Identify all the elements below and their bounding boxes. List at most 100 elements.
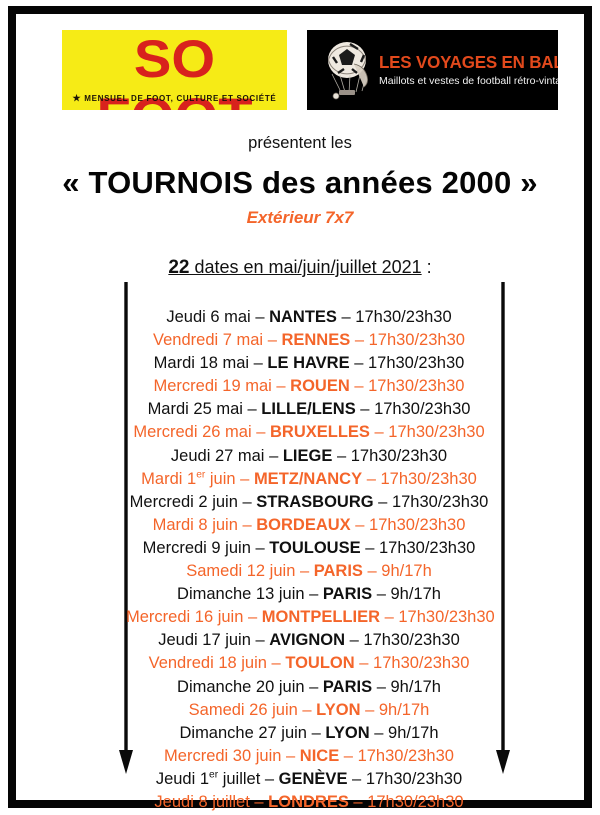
schedule-row: Mercredi 26 mai – BRUXELLES – 17h30/23h3…	[126, 421, 492, 444]
schedule-time: 9h/17h	[390, 677, 441, 696]
sofoot-logo: SO FOOT ★ MENSUEL DE FOOT, CULTURE ET SO…	[62, 30, 287, 110]
schedule-day: Mardi 25 mai	[147, 400, 243, 419]
page-subtitle: Extérieur 7x7	[246, 208, 354, 227]
schedule-time: 17h30/23h30	[373, 654, 470, 673]
schedule-sep2: –	[362, 469, 381, 488]
schedule-row: Samedi 26 juin – LYON – 9h/17h	[126, 699, 492, 722]
schedule-sep2: –	[380, 608, 399, 627]
schedule-city: LILLE/LENS	[261, 400, 356, 419]
schedule-time: 17h30/23h30	[380, 469, 477, 488]
schedule-city: BORDEAUX	[256, 515, 351, 534]
schedule-sep1: –	[263, 331, 282, 350]
schedule-sep1: –	[295, 562, 314, 581]
schedule-city: PARIS	[313, 562, 363, 581]
schedule-sep1: –	[304, 677, 323, 696]
page-title: « TOURNOIS des années 2000 »	[62, 165, 538, 200]
schedule-sep1: –	[235, 469, 254, 488]
sofoot-tagline: ★ MENSUEL DE FOOT, CULTURE ET SOCIÉTÉ	[62, 93, 287, 104]
schedule-day: Vendredi 7 mai	[153, 331, 264, 350]
star-icon: ★	[72, 93, 82, 103]
dates-count-text: dates en mai/juin/juillet 2021	[189, 257, 422, 277]
schedule-sep1: –	[304, 585, 323, 604]
schedule-city: TOULOUSE	[269, 538, 361, 557]
schedule-row: Dimanche 20 juin – PARIS – 9h/17h	[126, 676, 492, 699]
schedule-sep2: –	[350, 331, 369, 350]
schedule-city: PARIS	[322, 677, 373, 696]
schedule-day: Jeudi 27 mai	[170, 446, 265, 465]
presentent-line: présentent les	[248, 134, 352, 152]
schedule-sep1: –	[271, 377, 291, 396]
schedule-sep1: –	[281, 746, 300, 765]
schedule-row: Mardi 25 mai – LILLE/LENS – 17h30/23h30	[126, 398, 492, 421]
schedule-row: Vendredi 7 mai – RENNES – 17h30/23h30	[126, 329, 492, 352]
schedule-city: NICE	[299, 746, 340, 765]
schedule-city: LYON	[316, 700, 361, 719]
schedule-sep2: –	[372, 677, 391, 696]
schedule-city: STRASBOURG	[256, 492, 374, 511]
schedule-sep2: –	[336, 308, 356, 326]
voyages-subtitle: Maillots et vestes de football rétro-vin…	[379, 75, 558, 87]
schedule-day: Mercredi 26 mai	[133, 423, 252, 442]
schedule-day: Jeudi 17 juin	[158, 631, 251, 650]
schedule-row: Jeudi 27 mai – LIEGE – 17h30/23h30	[126, 445, 492, 468]
schedule-sep2: –	[332, 446, 351, 465]
schedule-city: BRUXELLES	[270, 423, 370, 442]
schedule-time: 17h30/23h30	[365, 769, 463, 788]
down-arrow-left-icon	[119, 282, 133, 774]
schedule-sep2: –	[349, 377, 369, 396]
schedule-sep2: –	[362, 562, 382, 581]
schedule-day: Dimanche 20 juin	[177, 677, 305, 696]
schedule-sep1: –	[250, 538, 270, 557]
schedule-city: TOULON	[285, 654, 355, 673]
schedule-sep2: –	[360, 700, 379, 719]
poster-frame: SO FOOT ★ MENSUEL DE FOOT, CULTURE ET SO…	[8, 6, 592, 811]
schedule-row: Dimanche 13 juin – PARIS – 9h/17h	[126, 583, 492, 606]
sofoot-wordmark: SO FOOT	[96, 30, 252, 111]
schedule-sep2: –	[373, 492, 392, 511]
schedule-row: Samedi 12 juin – PARIS – 9h/17h	[126, 560, 492, 583]
schedule-row: Jeudi 6 mai – NANTES – 17h30/23h30	[126, 306, 492, 329]
schedule-sep1: –	[249, 354, 268, 373]
schedule-sep1: –	[242, 400, 262, 419]
schedule-sep1: –	[266, 654, 286, 673]
dates-count-colon: :	[421, 257, 432, 277]
schedule-city: PARIS	[322, 585, 373, 604]
schedule-sep1: –	[251, 423, 270, 442]
sofoot-tagline-text: MENSUEL DE FOOT, CULTURE ET SOCIÉTÉ	[84, 94, 277, 103]
schedule-row: Dimanche 27 juin – LYON – 9h/17h	[126, 722, 492, 745]
schedule-day: Jeudi 1er juillet	[155, 769, 261, 788]
voyages-en-ballon-logo: LES VOYAGES EN BALLON Maillots et vestes…	[307, 30, 558, 110]
schedule-day: Vendredi 18 juin	[148, 654, 267, 673]
schedule-time: 17h30/23h30	[363, 631, 460, 650]
schedule-city: AVIGNON	[269, 631, 346, 650]
schedule-sep1: –	[249, 792, 269, 811]
schedule-sep1: –	[250, 308, 270, 326]
schedule-city: LONDRES	[268, 792, 349, 811]
schedule-sep1: –	[260, 769, 279, 788]
schedule-sep2: –	[339, 746, 358, 765]
schedule-sep2: –	[349, 354, 368, 373]
schedule-day: Samedi 26 juin	[188, 700, 298, 719]
schedule-day: Mardi 8 juin	[152, 515, 238, 534]
schedule-sep1: –	[237, 515, 257, 534]
schedule-time: 17h30/23h30	[378, 538, 476, 557]
down-arrow-right-icon	[496, 282, 510, 774]
schedule-day: Mercredi 2 juin	[129, 492, 238, 511]
schedule-sep1: –	[306, 723, 326, 742]
schedule-row: Mercredi 30 juin – NICE – 17h30/23h30	[126, 745, 492, 768]
schedule-city: GENÈVE	[278, 769, 348, 788]
schedule-time: 17h30/23h30	[355, 308, 452, 326]
schedule-sep1: –	[250, 631, 270, 650]
schedule-time: 17h30/23h30	[369, 515, 466, 534]
schedule-sep2: –	[360, 538, 379, 557]
voyages-text-block: LES VOYAGES EN BALLON Maillots et vestes…	[379, 53, 558, 88]
dates-count: 22	[168, 257, 190, 278]
schedule-day: Dimanche 13 juin	[177, 585, 305, 604]
schedule-row: Mardi 8 juin – BORDEAUX – 17h30/23h30	[126, 514, 492, 537]
schedule-day: Mercredi 30 juin	[164, 746, 282, 765]
schedule-row: Vendredi 18 juin – TOULON – 17h30/23h30	[126, 652, 492, 675]
schedule-day: Samedi 12 juin	[186, 562, 296, 581]
schedule-row: Mardi 1er juin – METZ/NANCY – 17h30/23h3…	[126, 468, 492, 491]
schedule-time: 17h30/23h30	[368, 377, 465, 396]
